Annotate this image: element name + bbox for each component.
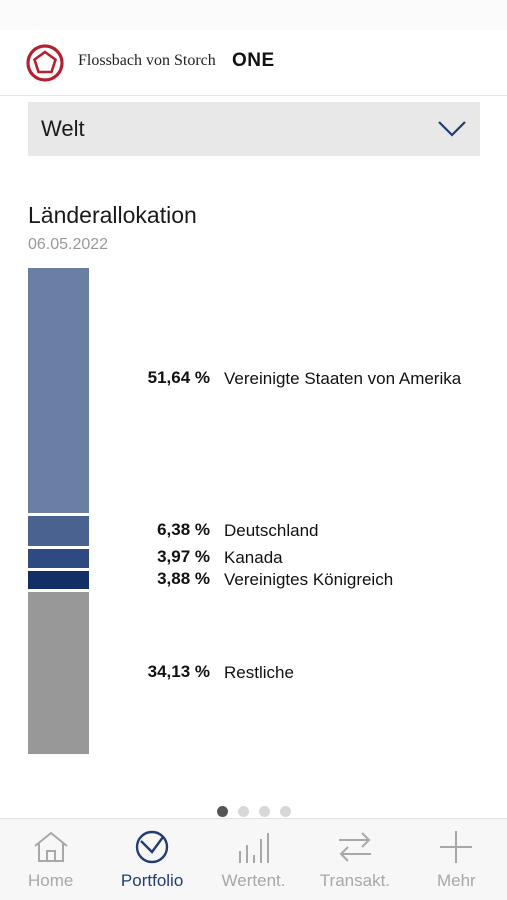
app-header: Flossbach von Storch ONE [0, 30, 507, 96]
tab-label: Home [28, 871, 74, 890]
legend-percentage: 3,88 % [157, 569, 210, 589]
legend-country: Kanada [224, 548, 283, 568]
tab-label: Wertent. [221, 871, 286, 890]
tab-home[interactable]: Home [0, 819, 101, 900]
page-dot[interactable] [258, 806, 270, 817]
pentagon-logo-icon [26, 44, 64, 82]
tab-transaktionen[interactable]: Transakt. [304, 819, 405, 900]
page-dot[interactable] [216, 806, 228, 817]
region-selector-value: Welt [41, 116, 85, 141]
page-dot[interactable] [279, 806, 291, 817]
bottom-tab-bar: Home Portfolio Wertent. Transakt. [0, 818, 507, 900]
bar-chart-icon [238, 833, 269, 863]
tab-wertentwicklung[interactable]: Wertent. [203, 819, 304, 900]
portfolio-icon [135, 830, 169, 864]
legend-percentage: 51,64 % [147, 368, 210, 388]
page-dot[interactable] [237, 806, 249, 817]
chevron-down-icon [438, 121, 466, 137]
legend-country: Deutschland [224, 520, 319, 540]
legend-country: Vereinigte Staaten von Amerika [224, 369, 462, 389]
bar-segment-kanada [28, 549, 89, 568]
brand-suffix: ONE [232, 50, 275, 71]
legend-percentage: 34,13 % [147, 662, 210, 682]
legend-country: Vereinigtes Königreich [224, 570, 394, 590]
brand-name: Flossbach von Storch [78, 52, 216, 69]
tab-label: Mehr [436, 871, 476, 890]
tab-label: Portfolio [120, 871, 184, 890]
legend-percentage: 3,97 % [157, 547, 210, 567]
allocation-stacked-bar [28, 268, 89, 754]
region-selector[interactable]: Welt [28, 102, 480, 156]
transfer-arrows-icon [338, 832, 371, 862]
tab-label: Transakt. [319, 871, 391, 890]
tab-portfolio[interactable]: Portfolio [101, 819, 202, 900]
section-date: 06.05.2022 [28, 236, 109, 253]
bar-segment-restliche [28, 592, 89, 754]
bar-segment-uk [28, 570, 89, 590]
legend-country: Restliche [224, 663, 294, 683]
bar-segment-usa [28, 268, 89, 513]
bar-segment-deutschland [28, 515, 89, 546]
status-bar [0, 0, 507, 30]
home-icon [34, 831, 68, 862]
plus-icon [440, 831, 473, 863]
section-title: Länderallokation [28, 202, 197, 228]
legend-percentage: 6,38 % [157, 519, 210, 539]
page-indicator [0, 806, 507, 817]
tab-mehr[interactable]: Mehr [406, 819, 507, 900]
